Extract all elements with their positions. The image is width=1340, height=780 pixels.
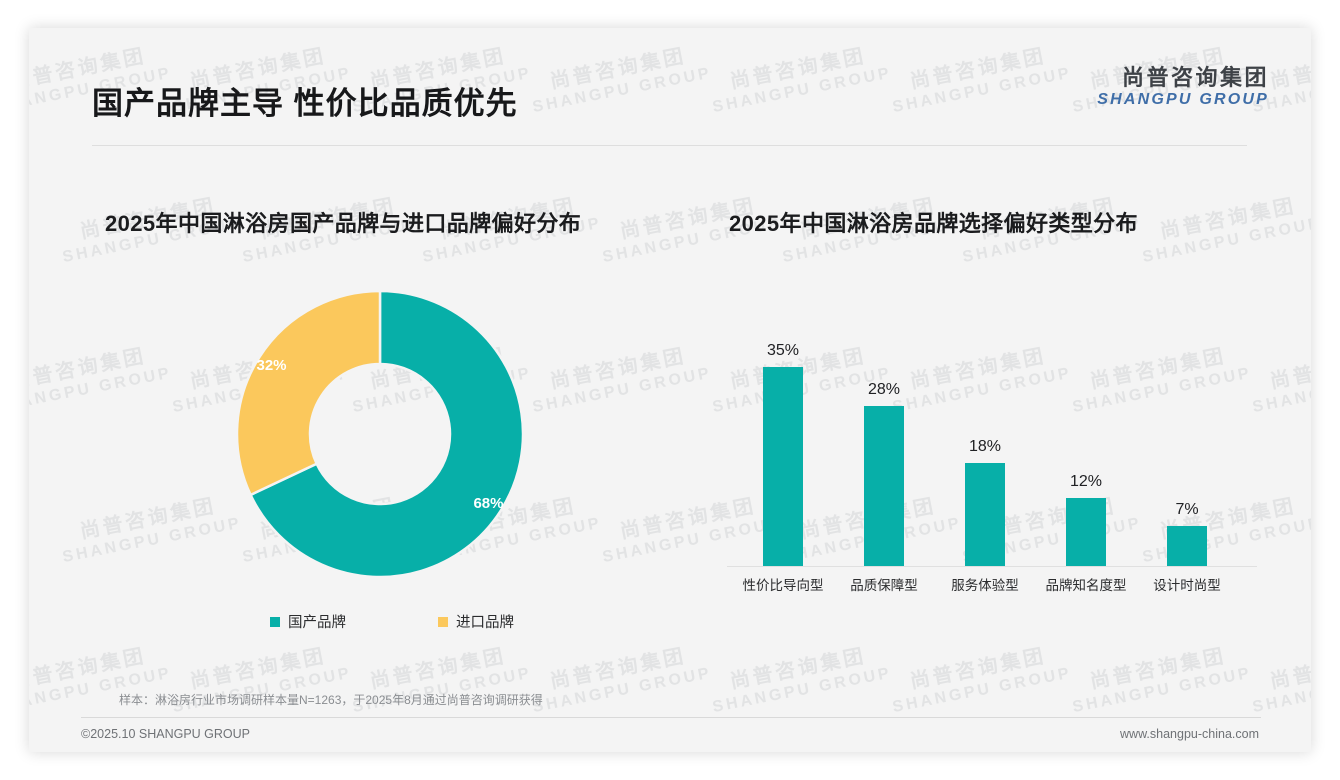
bar-column: 7% [1137,278,1237,566]
slide-header: 国产品牌主导 性价比品质优先 尚普咨询集团 SHANGPU GROUP [29,28,1311,122]
bar-plot-area: 35% 28% 18% 12% 7% [727,278,1257,566]
bar-baseline-axis [727,566,1257,567]
donut-value-label: 68% [473,495,503,512]
header-divider [92,145,1247,146]
bar-column: 35% [733,278,833,566]
donut-chart: 68% 32% [230,284,530,584]
legend-swatch-icon [438,616,448,627]
bar-category-label: 性价比导向型 [742,578,824,593]
bar-category-label: 品牌知名度型 [1045,578,1127,593]
legend-item-domestic[interactable]: 国产品牌 [270,611,346,632]
legend-swatch-icon [270,616,280,627]
donut-svg: 68% 32% [235,289,525,579]
bar-rect[interactable] [763,366,803,566]
brand-logo-en: SHANGPU GROUP [1097,90,1269,108]
bar-value-label: 12% [1069,472,1103,490]
page-title: 国产品牌主导 性价比品质优先 [92,86,518,121]
bar-chart-panel: 2025年中国淋浴房品牌选择偏好类型分布 35% 28% 18% 12% 7% 性价比导… [719,206,1264,626]
bar-column: 12% [1036,278,1136,566]
bar-rect[interactable] [965,463,1005,566]
bar-chart-title: 2025年中国淋浴房品牌选择偏好类型分布 [729,211,1138,236]
bar-value-label: 35% [766,341,800,359]
bar-category-label: 服务体验型 [951,578,1019,593]
donut-slice-进口品牌[interactable] [235,289,382,497]
legend-label-imported: 进口品牌 [456,615,514,631]
legend-label-domestic: 国产品牌 [288,615,346,631]
bar-category-label: 品质保障型 [850,578,918,593]
bar-value-label: 28% [867,381,901,399]
slide-card: 尚普咨询集团 SHANGPU GROUP 尚普咨询集团 SHANGPU GROUP 尚普… [29,28,1311,752]
donut-slice-国产品牌[interactable] [248,289,525,579]
bar-category-axis: 性价比导向型 品质保障型 服务体验型 品牌知名度型 设计时尚型 [727,574,1257,598]
bar-rect[interactable] [1066,497,1106,566]
donut-chart-title: 2025年中国淋浴房国产品牌与进口品牌偏好分布 [105,211,582,236]
bar-rect[interactable] [864,406,904,566]
donut-chart-panel: 2025年中国淋浴房国产品牌与进口品牌偏好分布 68% 32% 国产品牌 进口品牌 [92,206,692,666]
bar-value-label: 7% [1175,501,1199,519]
footer-url[interactable]: www.shangpu-china.com [1120,727,1259,741]
bar-value-label: 18% [968,438,1002,456]
bar-column: 28% [834,278,934,566]
donut-legend: 国产品牌 进口品牌 [92,611,692,632]
donut-value-label: 32% [256,357,286,374]
sample-footnote: 样本：淋浴房行业市场调研样本量N=1263，于2025年8月通过尚普咨询调研获得 [119,693,543,707]
slide-footer: ©2025.10 SHANGPU GROUP www.shangpu-china… [29,717,1311,752]
bar-column: 18% [935,278,1035,566]
bar-rect[interactable] [1167,526,1207,566]
footer-divider [81,717,1261,718]
legend-item-imported[interactable]: 进口品牌 [438,611,514,632]
brand-logo: 尚普咨询集团 SHANGPU GROUP [1097,65,1269,109]
footer-copyright: ©2025.10 SHANGPU GROUP [81,727,250,741]
brand-logo-cn: 尚普咨询集团 [1121,65,1269,90]
bar-category-label: 设计时尚型 [1153,578,1221,593]
bar-chart: 35% 28% 18% 12% 7% 性价比导向型 品质保障型 服务体验型 品牌知名度型 设计时… [727,278,1257,593]
